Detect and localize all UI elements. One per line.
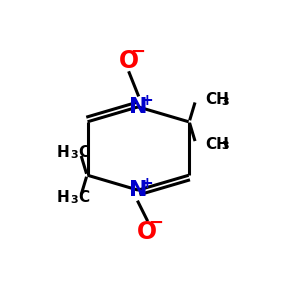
- Text: −: −: [130, 43, 146, 61]
- Text: C: C: [78, 146, 89, 160]
- Text: CH: CH: [205, 136, 229, 152]
- Text: O: O: [137, 220, 157, 244]
- Text: 3: 3: [70, 195, 78, 205]
- Text: +: +: [140, 176, 153, 191]
- Text: C: C: [78, 190, 89, 205]
- Text: H: H: [57, 146, 70, 160]
- Text: 3: 3: [70, 150, 78, 160]
- Text: 3: 3: [221, 97, 229, 107]
- Text: H: H: [57, 190, 70, 205]
- Text: O: O: [119, 49, 139, 73]
- Text: +: +: [140, 93, 153, 108]
- Text: 3: 3: [221, 141, 229, 152]
- Text: CH: CH: [205, 92, 229, 107]
- Text: −: −: [148, 214, 164, 232]
- Text: N: N: [129, 180, 147, 200]
- Text: N: N: [129, 97, 147, 117]
